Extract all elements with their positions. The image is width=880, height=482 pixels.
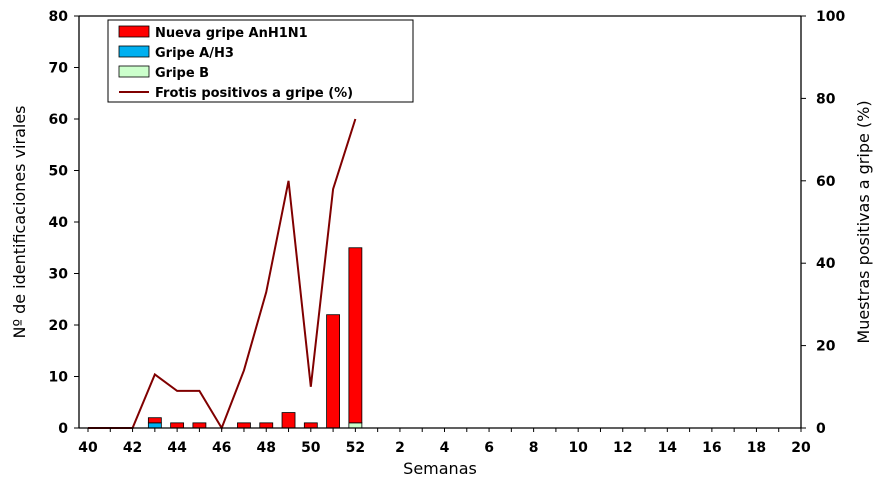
x-tick-label: 6: [484, 440, 494, 456]
y-tick-label: 0: [58, 421, 68, 437]
x-tick-label: 18: [747, 440, 766, 456]
x-tick-label: 2: [395, 440, 405, 456]
bar-nueva-gripe-anh1n1-week-52: [348, 247, 363, 424]
y-tick-label: 60: [49, 112, 69, 128]
y2-tick-label: 80: [816, 91, 836, 107]
x-tick-label: 52: [346, 440, 365, 456]
bar-gripe-a-h3-week-43: [147, 422, 162, 429]
legend-label-frotis: Frotis positivos a gripe (%): [155, 86, 353, 101]
legend-label-h1n1: Nueva gripe AnH1N1: [155, 26, 308, 41]
bar-nueva-gripe-anh1n1-week-48: [259, 422, 274, 429]
bars-layer: [147, 247, 363, 429]
legend: Nueva gripe AnH1N1 Gripe A/H3 Gripe B Fr…: [107, 19, 414, 103]
y-tick-label: 40: [49, 215, 69, 231]
y2-tick-label: 60: [816, 174, 836, 190]
legend-box: [107, 19, 414, 103]
y2-tick-label: 0: [816, 421, 826, 437]
y2-axis-title: Muestras positivas a gripe (%): [854, 100, 873, 343]
x-tick-label: 4: [440, 440, 450, 456]
legend-swatch-b: [118, 65, 150, 78]
x-tick-label: 8: [529, 440, 539, 456]
legend-swatch-h1n1: [118, 25, 150, 38]
y2-tick-label: 20: [816, 339, 836, 355]
y-tick-label: 50: [49, 164, 69, 180]
x-tick-label: 40: [78, 440, 98, 456]
bar-nueva-gripe-anh1n1-week-45: [192, 422, 207, 429]
x-tick-label: 46: [212, 440, 231, 456]
y-tick-label: 20: [49, 318, 69, 334]
x-tick-label: 44: [167, 440, 187, 456]
x-tick-label: 16: [702, 440, 721, 456]
bar-nueva-gripe-anh1n1-week-44: [170, 422, 185, 429]
legend-swatch-h3: [118, 45, 150, 58]
x-tick-label: 42: [123, 440, 142, 456]
y-tick-label: 70: [49, 61, 69, 77]
y-tick-label: 80: [49, 9, 69, 25]
line-layer: [88, 118, 357, 431]
bar-nueva-gripe-anh1n1-week-49: [281, 412, 296, 429]
bar-gripe-b-week-52: [348, 422, 363, 429]
x-tick-label: 14: [658, 440, 678, 456]
x-tick-label: 20: [791, 440, 811, 456]
legend-label-h3: Gripe A/H3: [155, 46, 234, 61]
bar-nueva-gripe-anh1n1-week-51: [326, 314, 340, 429]
y2-tick-label: 100: [816, 9, 845, 25]
legend-label-b: Gripe B: [155, 66, 209, 81]
line-frotis-positivos: [88, 118, 357, 431]
x-tick-label: 50: [301, 440, 321, 456]
x-axis-title: Semanas: [403, 459, 477, 478]
y-tick-label: 10: [49, 370, 69, 386]
bar-nueva-gripe-anh1n1-week-47: [237, 422, 251, 429]
y-tick-label: 30: [49, 267, 69, 283]
bar-nueva-gripe-anh1n1-week-50: [303, 422, 318, 429]
y2-tick-label: 40: [816, 256, 836, 272]
y-axis-title: Nº de identificaciones virales: [10, 105, 29, 338]
x-tick-label: 48: [257, 440, 276, 456]
x-tick-label: 12: [613, 440, 632, 456]
x-tick-label: 10: [568, 440, 588, 456]
bar-nueva-gripe-anh1n1-week-43: [147, 417, 162, 424]
ticks-layer: [74, 15, 806, 432]
